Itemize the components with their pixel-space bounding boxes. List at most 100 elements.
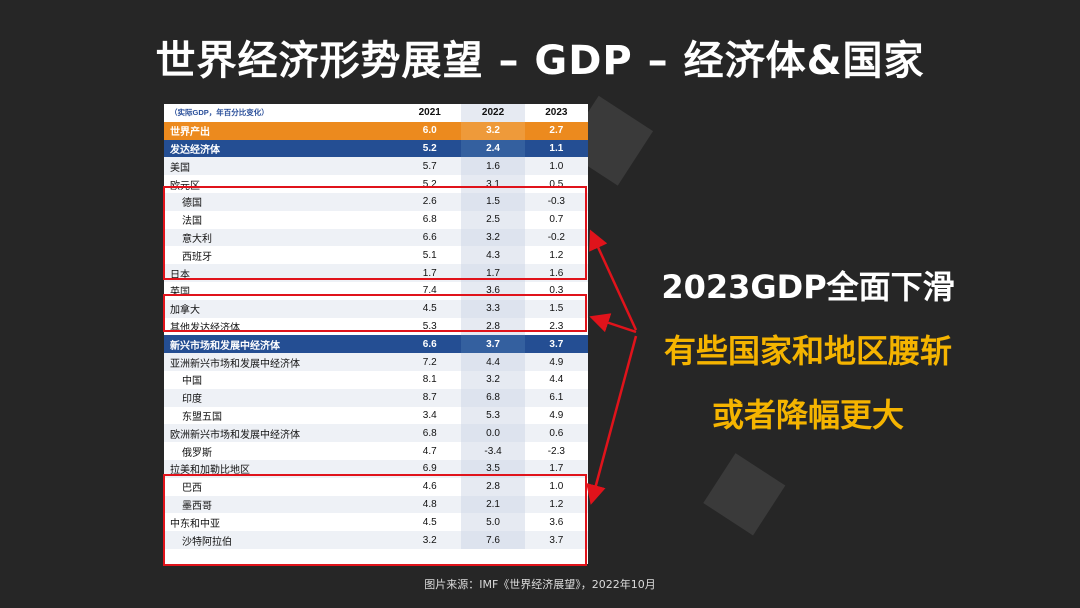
table-row: 加拿大 4.5 3.3 1.5 [164,299,588,318]
value-cell: 1.7 [398,264,462,282]
value-cell: 2.6 [398,192,462,211]
value-cell: 2.7 [524,121,588,140]
value-cell: 0.3 [549,285,564,297]
value-cell: 4.8 [398,495,462,514]
value-cell: 4.9 [524,353,588,371]
value-cell: 6.8 [422,214,437,226]
row-label: 亚洲新兴市场和发展中经济体 [164,353,399,371]
table-row: 沙特阿拉伯 3.2 7.6 3.7 [164,531,588,549]
table-row: 欧洲新兴市场和发展中经济体 6.8 0.0 0.6 [164,424,588,443]
value-cell: 6.6 [398,335,462,354]
row-label: 俄罗斯 [182,447,212,459]
value-cell: 6.6 [398,228,462,247]
row-label: 意大利 [164,228,399,247]
row-label: 拉美和加勒比地区 [164,459,399,478]
row-label: 加拿大 [164,299,399,318]
value-cell: 8.1 [422,374,437,386]
value-cell: 6.8 [461,388,525,407]
row-label: 英国 [170,287,190,299]
value-cell: 3.5 [461,459,525,478]
table-unit-note: （实际GDP，年百分比变化） [170,108,269,118]
value-cell: 2.3 [549,320,564,332]
table-row: 拉美和加勒比地区 6.9 3.5 1.7 [164,459,588,478]
row-label: 印度 [164,388,399,407]
row-label: 日本 [164,264,399,282]
value-cell: 2.8 [461,477,525,496]
value-cell: 4.6 [422,481,437,493]
value-cell: 3.2 [461,228,525,247]
value-cell: 6.8 [398,424,462,443]
value-cell: 4.4 [461,353,525,371]
row-label: 欧洲新兴市场和发展中经济体 [164,424,399,443]
value-cell: 6.9 [398,459,462,478]
row-label: 美国 [164,157,399,176]
value-cell: 2.1 [461,495,525,514]
value-cell: 4.5 [422,516,437,528]
value-cell: 1.5 [524,299,588,318]
value-cell: 0.0 [461,424,525,443]
value-cell: 1.2 [524,495,588,514]
value-cell: 5.1 [422,249,437,261]
table-row: 美国 5.7 1.6 1.0 [164,157,588,176]
value-cell: -0.2 [524,228,588,247]
row-label: 东盟五国 [182,411,222,423]
row-label: 德国 [164,192,399,211]
gdp-table: （实际GDP，年百分比变化） 2021 2022 2023 世界产出 6.0 3.2… [164,104,588,549]
value-cell: 3.6 [549,516,564,528]
value-cell: 0.7 [549,214,564,226]
value-cell: 5.3 [461,406,525,425]
value-cell: 6.0 [398,121,462,140]
value-cell: 1.2 [549,249,564,261]
year-header: 2022 [461,104,525,122]
table-row: 印度 8.7 6.8 6.1 [164,388,588,407]
value-cell: 1.0 [524,157,588,176]
value-cell: 0.6 [524,424,588,443]
table-row: 亚洲新兴市场和发展中经济体 7.2 4.4 4.9 [164,353,588,371]
gdp-table-image: （实际GDP，年百分比变化） 2021 2022 2023 世界产出 6.0 3.2… [164,104,588,564]
arrow-to-eurozone [589,229,638,331]
value-cell: 8.7 [398,388,462,407]
image-source-caption: 图片来源：IMF《世界经济展望》，2022年10月 [424,578,656,591]
callout-line-3: 或者降幅更大 [711,396,904,434]
value-cell: -2.3 [547,445,565,457]
row-label: 其他发达经济体 [170,322,240,334]
value-cell: -0.3 [524,192,588,211]
table-row: 墨西哥 4.8 2.1 1.2 [164,495,588,514]
table-row: 发达经济体 5.2 2.4 1.1 [164,139,588,158]
value-cell: 1.6 [524,264,588,282]
value-cell: 6.1 [524,388,588,407]
value-cell: 0.5 [549,178,564,190]
table-row: 德国 2.6 1.5 -0.3 [164,192,588,211]
row-label: 巴西 [182,483,202,495]
callout-headline: 2023GDP全面下滑 [661,268,955,306]
table-row: 新兴市场和发展中经济体 6.6 3.7 3.7 [164,335,588,354]
value-cell: 5.2 [398,139,462,158]
value-cell: 3.4 [422,409,437,421]
value-cell: 3.2 [461,121,525,140]
value-cell: 3.7 [461,335,525,354]
arrow-to-latam [586,335,638,505]
row-label: 西班牙 [182,251,212,263]
page-title: 世界经济形势展望 – GDP – 经济体&国家 [155,38,925,84]
row-label: 中东和中亚 [170,518,220,530]
table-row: 东盟五国 3.4 5.3 4.9 [164,406,588,425]
row-label: 中国 [182,376,202,388]
year-header: 2021 [418,107,441,119]
value-cell: 5.3 [422,320,437,332]
table-row: 世界产出 6.0 3.2 2.7 [164,121,588,140]
row-label: 发达经济体 [164,139,399,158]
row-label: 墨西哥 [164,495,399,514]
table-row: 中国 8.1 3.2 4.4 [164,370,588,389]
table-row: 中东和中亚 4.5 5.0 3.6 [164,513,588,532]
table-row: 日本 1.7 1.7 1.6 [164,264,588,282]
value-cell: 3.2 [398,531,462,549]
value-cell: 1.7 [461,264,525,282]
value-cell: 5.2 [422,178,437,190]
row-label: 世界产出 [164,121,399,140]
row-label: 新兴市场和发展中经济体 [164,335,399,354]
value-cell: 7.2 [398,353,462,371]
value-cell: 1.0 [549,481,564,493]
table-row: 巴西 4.6 2.8 1.0 [164,477,588,496]
callout-line-2: 有些国家和地区腰斩 [663,332,952,370]
